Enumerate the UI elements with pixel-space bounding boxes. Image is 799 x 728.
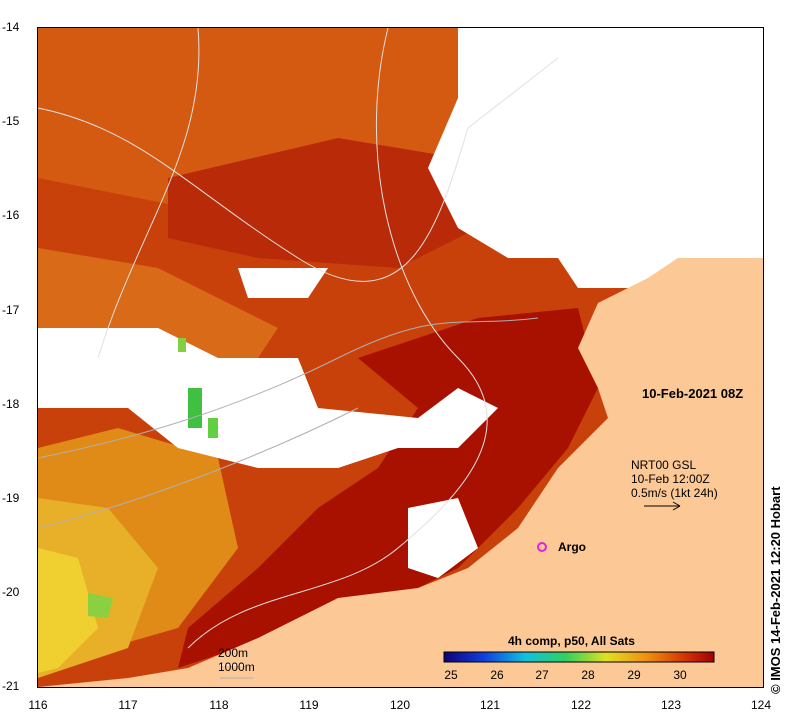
map-area bbox=[37, 27, 764, 688]
land-area bbox=[38, 258, 763, 687]
cloud-mask bbox=[428, 28, 763, 288]
lon-label: 124 bbox=[750, 698, 772, 712]
depth-legend-200: 200m bbox=[218, 646, 249, 660]
sst-map bbox=[38, 28, 763, 687]
lon-label: 117 bbox=[118, 698, 138, 712]
lat-label: -18 bbox=[2, 397, 20, 411]
colorbar-tick: 27 bbox=[535, 668, 549, 682]
lon-label: 118 bbox=[209, 698, 229, 712]
colorbar-tick: 29 bbox=[627, 668, 641, 682]
lat-label: -15 bbox=[2, 114, 20, 128]
colorbar bbox=[443, 651, 715, 663]
lon-label: 123 bbox=[660, 698, 682, 712]
colorbar-tick: 26 bbox=[490, 668, 504, 682]
credit-text: © IMOS 14-Feb-2021 12:20 Hobart bbox=[768, 486, 783, 694]
lon-label: 121 bbox=[479, 698, 501, 712]
lat-label: -20 bbox=[2, 585, 20, 599]
lat-label: -14 bbox=[2, 20, 20, 34]
colorbar-tick: 30 bbox=[673, 668, 687, 682]
lat-label: -17 bbox=[2, 303, 20, 317]
argo-marker bbox=[537, 542, 547, 552]
product-line1: NRT00 GSL bbox=[631, 458, 697, 472]
product-line3: 0.5m/s (1kt 24h) bbox=[631, 486, 718, 500]
lat-label: -21 bbox=[2, 679, 20, 693]
sst-red-band bbox=[178, 308, 598, 668]
colorbar-tick: 25 bbox=[444, 668, 458, 682]
map-date-title: 10-Feb-2021 08Z bbox=[642, 386, 744, 401]
bathymetry-contours bbox=[38, 57, 559, 282]
lat-label: -16 bbox=[2, 208, 20, 222]
lon-label: 122 bbox=[570, 698, 592, 712]
lon-label: 116 bbox=[28, 698, 48, 712]
lon-label: 120 bbox=[389, 698, 411, 712]
lat-label: -19 bbox=[2, 491, 20, 505]
depth-legend-1000: 1000m bbox=[218, 660, 255, 674]
argo-label: Argo bbox=[558, 540, 586, 554]
lon-label: 119 bbox=[299, 698, 319, 712]
colorbar-title: 4h comp, p50, All Sats bbox=[508, 634, 635, 648]
product-line2: 10-Feb 12:00Z bbox=[631, 472, 710, 486]
colorbar-tick: 28 bbox=[581, 668, 595, 682]
